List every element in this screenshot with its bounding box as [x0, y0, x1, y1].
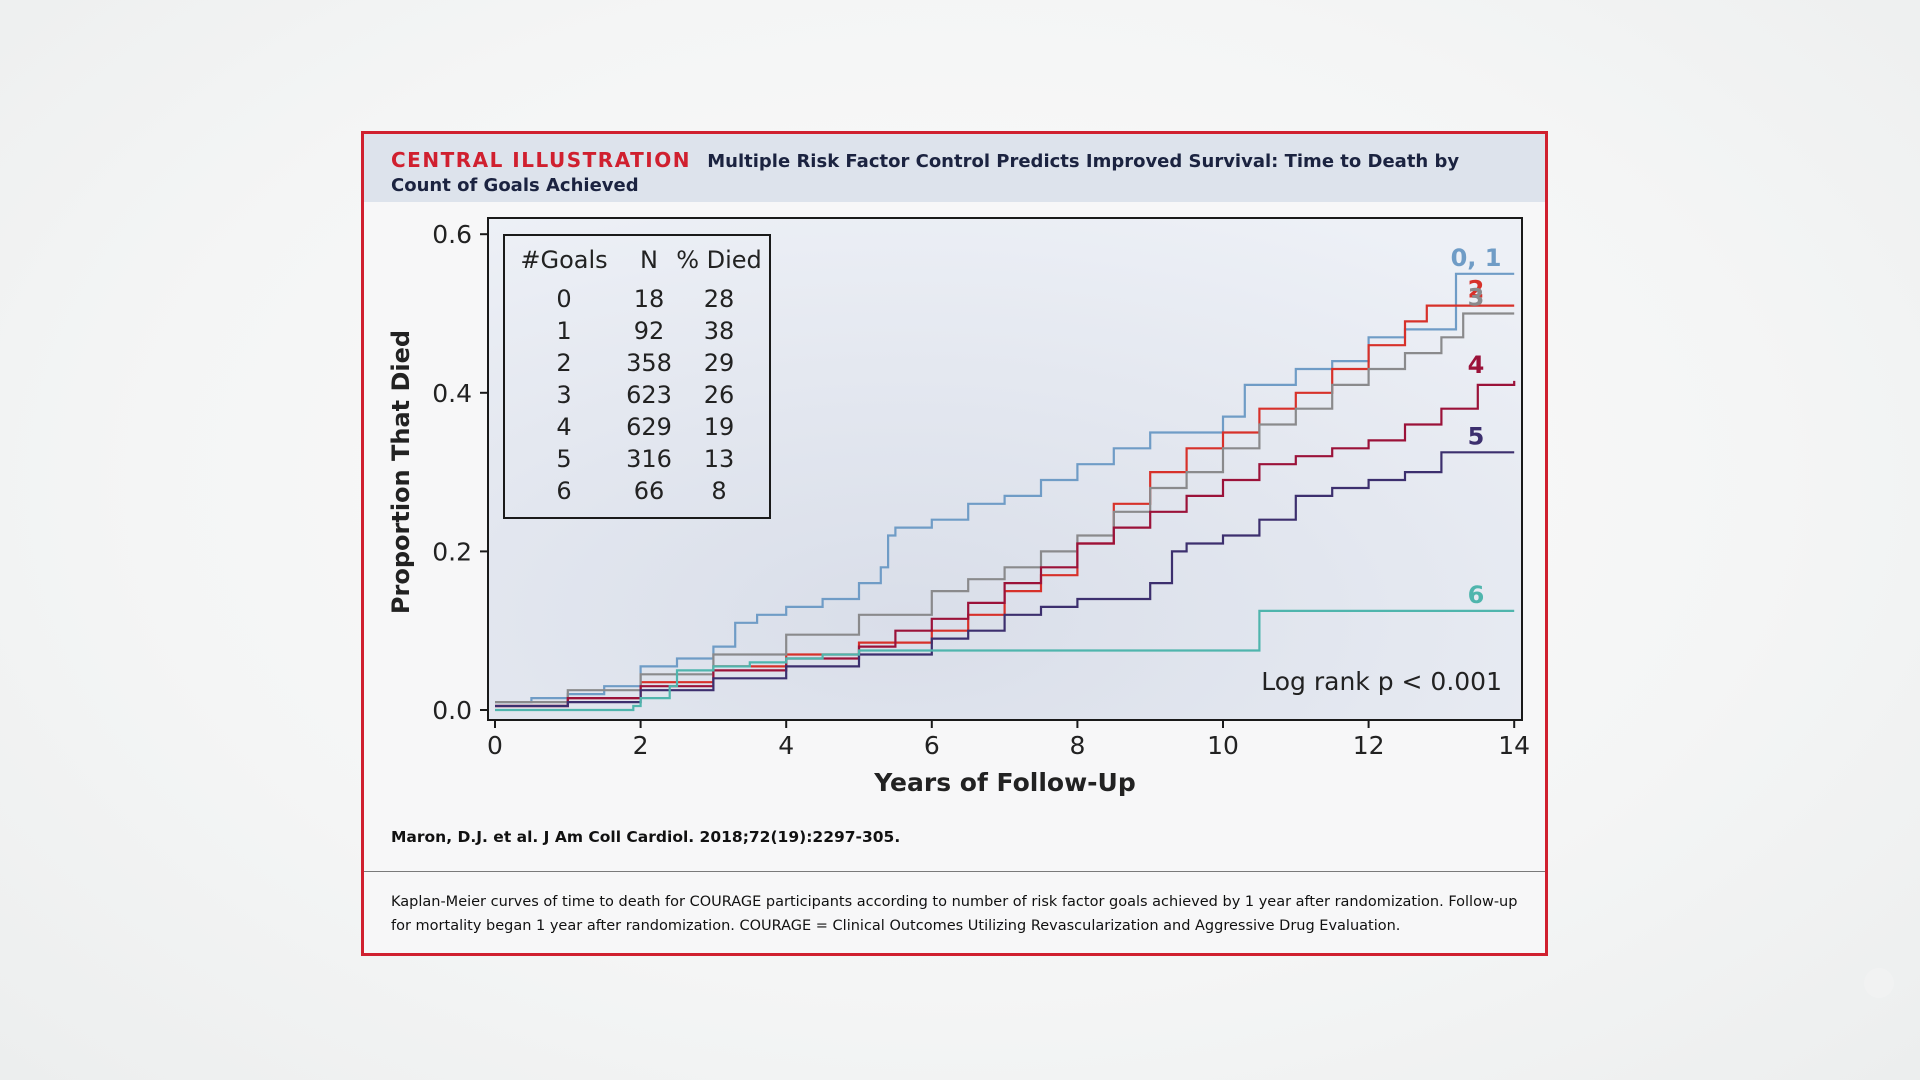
figure-title: Multiple Risk Factor Control Predicts Im… — [391, 151, 1460, 196]
figure-header: CENTRAL ILLUSTRATION Multiple Risk Facto… — [364, 134, 1545, 202]
y-tick-label: 0.4 — [432, 379, 472, 408]
goals-table-cell: 358 — [626, 349, 672, 377]
x-tick-label: 8 — [1069, 731, 1085, 760]
goals-table-cell: 8 — [711, 477, 726, 505]
log-rank-annotation: Log rank p < 0.001 — [1261, 667, 1502, 696]
goals-table-cell: 6 — [556, 477, 571, 505]
goals-table-cell: 1 — [556, 317, 571, 345]
citation: Maron, D.J. et al. J Am Coll Cardiol. 20… — [391, 828, 901, 846]
goals-table-header: % Died — [676, 246, 762, 274]
goals-table-cell: 623 — [626, 381, 672, 409]
goals-table-cell: 4 — [556, 413, 571, 441]
plot-background — [488, 218, 1522, 720]
x-tick-label: 12 — [1353, 731, 1385, 760]
goals-table-cell: 13 — [704, 445, 735, 473]
series-layer — [495, 272, 1516, 712]
goals-table-cell: 38 — [704, 317, 735, 345]
goals-table-header: #Goals — [520, 246, 607, 274]
goals-table-cell: 26 — [704, 381, 735, 409]
figure-caption: Kaplan-Meier curves of time to death for… — [391, 894, 1518, 934]
goals-table-cell: 3 — [556, 381, 571, 409]
series-label-6: 6 — [1468, 581, 1485, 609]
goals-table: #Goals N % Died 0 18 28 1 92 38 2 358 29 3 623 26 4 629 1… — [503, 234, 771, 519]
corner-watermark — [1864, 968, 1894, 998]
goals-table-cell: 19 — [704, 413, 735, 441]
goals-table-cell: 18 — [634, 285, 665, 313]
goals-table-cell: 28 — [704, 285, 735, 313]
x-tick-label: 4 — [778, 731, 794, 760]
x-tick-label: 0 — [487, 731, 503, 760]
y-tick-label: 0.2 — [432, 537, 472, 566]
series-line-5 — [495, 451, 1515, 708]
x-axis-title: Years of Follow-Up — [873, 768, 1136, 797]
goals-table-header: N — [640, 246, 658, 274]
y-tick-label: 0.0 — [432, 696, 472, 725]
series-line-3 — [495, 312, 1515, 704]
series-line-6 — [495, 609, 1515, 712]
central-illustration-frame: CENTRAL ILLUSTRATION Multiple Risk Facto… — [361, 131, 1548, 956]
series-label-3: 3 — [1468, 284, 1485, 312]
goals-table-cell: 66 — [634, 477, 665, 505]
goals-table-cell: 2 — [556, 349, 571, 377]
goals-table-cell: 29 — [704, 349, 735, 377]
series-label-2: 2 — [1468, 276, 1485, 304]
goals-table-cell: 629 — [626, 413, 672, 441]
series-label-4: 4 — [1468, 351, 1485, 379]
goals-table-cell: 5 — [556, 445, 571, 473]
series-label-5: 5 — [1468, 422, 1485, 450]
y-tick-label: 0.6 — [432, 220, 472, 249]
series-label-0-1: 0, 1 — [1451, 244, 1502, 272]
central-illustration-tag: CENTRAL ILLUSTRATION — [391, 148, 691, 172]
goals-table-cell: 92 — [634, 317, 665, 345]
divider — [364, 871, 1545, 872]
goals-table-cell: 316 — [626, 445, 672, 473]
x-tick-label: 10 — [1207, 731, 1239, 760]
series-line-0-1 — [495, 272, 1515, 704]
plot-frame — [487, 217, 1523, 721]
goals-table-cell: 0 — [556, 285, 571, 313]
x-tick-label: 6 — [924, 731, 940, 760]
x-tick-label: 2 — [633, 731, 649, 760]
y-axis-title: Proportion That Died — [387, 330, 415, 614]
goals-table-border — [503, 234, 771, 519]
x-tick-label: 14 — [1498, 731, 1530, 760]
